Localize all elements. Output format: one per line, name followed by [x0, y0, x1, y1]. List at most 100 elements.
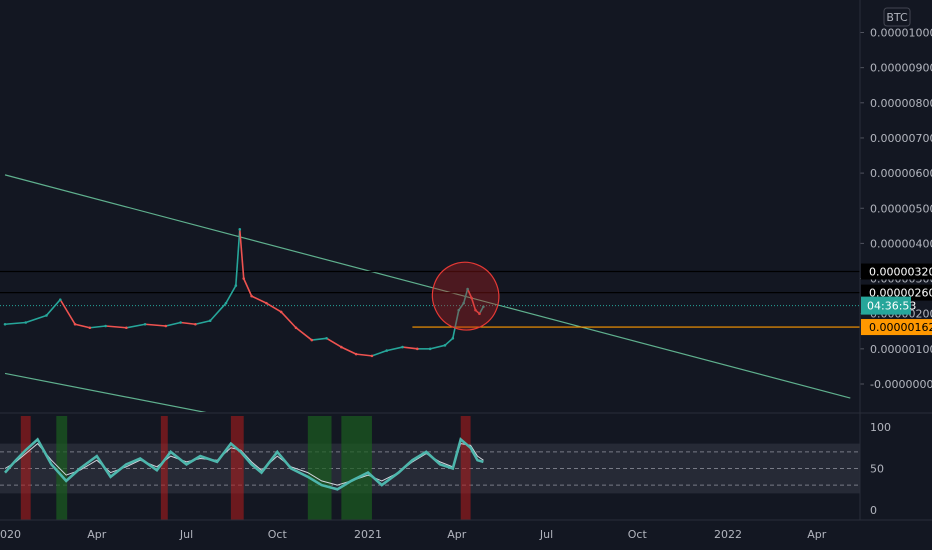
price-segment	[242, 278, 253, 297]
price-point	[478, 312, 481, 316]
price-point	[3, 322, 7, 326]
price-segment	[466, 288, 473, 299]
price-segment	[429, 344, 446, 350]
price-segment	[341, 346, 357, 355]
price-segment	[25, 314, 47, 324]
price-segment	[126, 323, 146, 329]
time-tick-label: Apr	[447, 528, 467, 541]
price-segment	[165, 321, 181, 327]
price-segment	[238, 229, 245, 279]
price-point	[416, 347, 419, 351]
price-segment	[311, 337, 327, 341]
time-tick-label: 2021	[354, 528, 382, 541]
price-point	[457, 308, 461, 312]
oscillator-tick-label: 100	[870, 421, 891, 434]
price-point	[143, 322, 147, 326]
price-point	[466, 287, 469, 291]
price-tick-label: 0.00000900	[870, 62, 932, 75]
countdown-label: 04:36:53	[867, 300, 916, 313]
price-point	[224, 301, 228, 305]
price-segment	[386, 346, 403, 352]
support-line-label: 0.00000162	[869, 321, 932, 334]
price-segment	[462, 288, 469, 304]
price-point	[294, 326, 298, 330]
horizontal-line-label: 0.00000320	[869, 266, 932, 279]
price-point	[208, 319, 212, 323]
oversold-zone	[307, 416, 332, 520]
price-point	[401, 345, 404, 349]
channel-lower-line[interactable]	[4, 372, 656, 500]
support-line-badge	[861, 319, 932, 336]
time-axis[interactable]: 2020 Apr Jul Oct 2021 Apr Jul Oct 2022 Apr	[0, 528, 827, 541]
price-point	[242, 277, 246, 280]
price-point	[250, 294, 253, 298]
price-point	[73, 322, 77, 326]
price-point	[370, 354, 374, 358]
price-segment	[235, 229, 241, 286]
price-segment	[209, 302, 227, 322]
price-point	[238, 228, 242, 231]
time-tick-label: 2022	[714, 528, 742, 541]
price-point	[194, 322, 197, 326]
price-tick-label: 0.00000600	[870, 167, 932, 180]
price-segment	[195, 319, 211, 326]
overbought-zone	[20, 416, 31, 520]
main-pane	[0, 174, 860, 500]
price-segment	[180, 321, 196, 326]
price-point	[125, 326, 128, 330]
price-point	[179, 321, 182, 324]
price-point	[24, 321, 28, 324]
price-segment	[225, 285, 237, 304]
price-point	[474, 308, 477, 312]
price-point	[234, 284, 238, 287]
price-tick-label: 0.00000500	[870, 202, 932, 215]
oscillator-line	[4, 437, 484, 491]
price-segment	[89, 325, 106, 329]
price-tick-label: 0.00000400	[870, 237, 932, 250]
price-point	[58, 298, 62, 301]
price-point	[88, 326, 92, 330]
price-segment	[402, 346, 418, 350]
price-segment	[105, 325, 127, 329]
highlight-ellipse[interactable]	[421, 251, 510, 341]
price-point	[325, 337, 328, 340]
currency-badge[interactable]: BTC	[883, 7, 911, 27]
currency-badge-label: BTC	[886, 11, 908, 24]
price-segment	[458, 302, 465, 311]
last-price-badge	[861, 296, 911, 315]
time-tick-label: Oct	[268, 528, 288, 541]
price-segment	[478, 306, 485, 315]
overbought-zone	[230, 416, 244, 520]
price-point	[310, 338, 314, 342]
channel-upper-line[interactable]	[4, 174, 851, 399]
price-segment	[45, 299, 61, 316]
time-tick-label: Apr	[807, 528, 827, 541]
time-tick-label: Oct	[628, 528, 648, 541]
time-tick-label: Apr	[87, 528, 107, 541]
oscillator-tick-label: 0	[870, 504, 877, 517]
horizontal-line-label: 0.00000260	[869, 287, 932, 300]
oscillator-pane	[0, 416, 860, 520]
price-axis[interactable]: 0.00001000 0.00000900 0.00000800 0.00000700…	[860, 27, 932, 518]
price-point	[340, 345, 343, 349]
price-tick-label: 0.00000100	[870, 343, 932, 356]
price-segment	[356, 353, 373, 357]
price-segment	[371, 349, 388, 357]
price-segment	[74, 323, 91, 329]
price-point	[279, 310, 283, 314]
oversold-zone	[341, 416, 372, 520]
price-tick-label: 0.00000800	[870, 97, 932, 110]
price-segment	[444, 337, 454, 346]
price-point	[265, 301, 268, 305]
price-point	[354, 352, 358, 356]
price-segment	[280, 311, 297, 329]
price-point	[104, 324, 107, 328]
price-segment	[4, 321, 26, 326]
price-segment	[145, 323, 166, 327]
price-point	[385, 349, 389, 352]
price-segment	[326, 337, 342, 348]
price-tick-label: 0.00001000	[870, 27, 932, 40]
overbought-zone	[160, 416, 168, 520]
